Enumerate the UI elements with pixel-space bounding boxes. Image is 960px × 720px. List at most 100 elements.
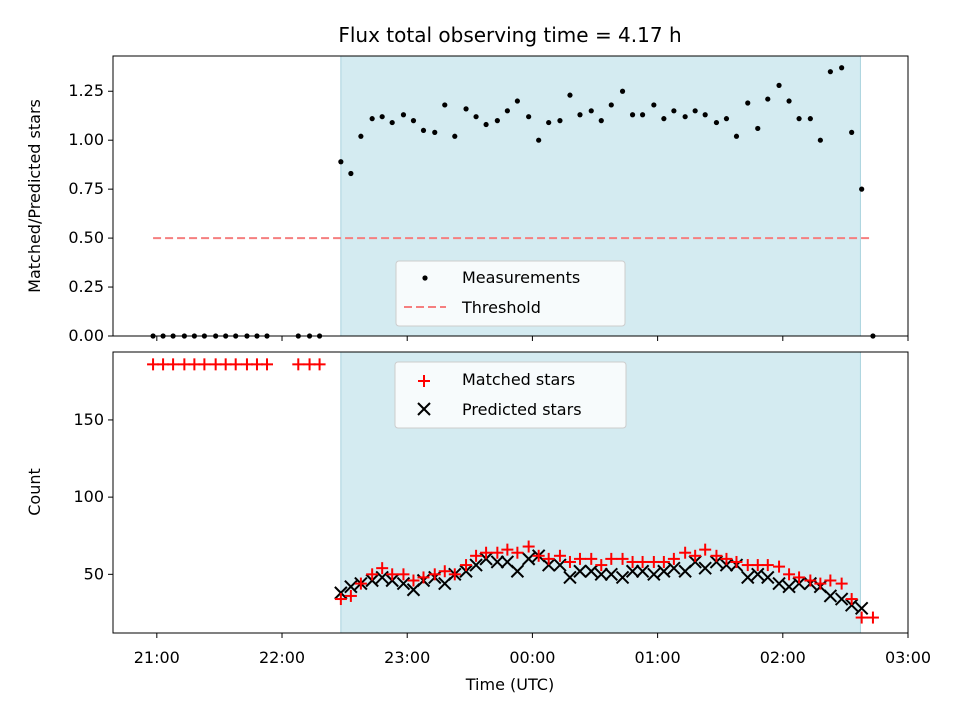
- measurement-point: [682, 114, 688, 120]
- matched-point: [647, 555, 660, 568]
- measurement-point: [776, 82, 782, 88]
- predicted-point: [573, 564, 587, 578]
- predicted-point: [635, 564, 650, 578]
- matched-point: [250, 358, 263, 371]
- ratio-legend-box: [395, 260, 626, 327]
- measurement-point: [692, 108, 698, 114]
- matched-point: [157, 358, 170, 371]
- matched-point: [460, 559, 473, 572]
- matched-point: [773, 560, 786, 573]
- measurement-point: [348, 170, 354, 177]
- measurement-point: [504, 108, 510, 114]
- matched-point: [344, 589, 357, 602]
- matched-point: [260, 358, 273, 371]
- x-tick-label: 21:00: [134, 648, 180, 667]
- matched-point: [229, 358, 242, 371]
- chart-title: Flux total observing time = 4.17 h: [338, 23, 681, 47]
- predicted-point: [823, 589, 838, 603]
- matched-point: [438, 565, 451, 578]
- measurement-point: [400, 112, 407, 118]
- ratio-axes-frame: [112, 55, 909, 337]
- count-plot-area: [147, 358, 879, 624]
- ratio-y-tick-label: 0.00: [68, 326, 104, 345]
- ratio-y-label: Matched/Predicted stars: [25, 99, 44, 293]
- measurement-point: [358, 133, 364, 139]
- predicted-point: [792, 576, 806, 591]
- matched-point: [407, 574, 420, 587]
- predicted-point: [688, 555, 702, 569]
- measurement-point: [514, 98, 520, 104]
- matched-point: [188, 358, 201, 371]
- x-tick-label: 03:00: [885, 648, 931, 667]
- measurement-point: [452, 133, 458, 139]
- matched-point: [751, 559, 764, 572]
- predicted-point: [510, 564, 525, 578]
- matched-point: [219, 358, 232, 371]
- matched-point: [354, 577, 367, 590]
- measurement-point: [567, 92, 573, 98]
- measurement-point: [639, 112, 646, 118]
- predicted-point: [375, 570, 389, 585]
- count-legend-box: [394, 361, 627, 429]
- matched-point: [366, 568, 379, 581]
- matched-point: [292, 358, 305, 371]
- matched-point: [511, 546, 524, 559]
- measurement-point: [755, 125, 761, 132]
- matched-point: [720, 552, 733, 565]
- predicted-point: [365, 573, 379, 588]
- count-x-ticks: 21:00 22:00 23:00 00:00 01:00 02:00 03:00: [134, 633, 931, 667]
- predicted-point: [459, 564, 473, 578]
- measurement-point: [420, 127, 427, 134]
- measurement-point: [432, 129, 438, 135]
- x-tick-label: 23:00: [384, 648, 430, 667]
- matched-point: [240, 358, 253, 371]
- measurement-point: [483, 121, 489, 128]
- measurement-point: [463, 106, 469, 112]
- ratio-x-ticks: [156, 336, 909, 341]
- matched-point: [313, 358, 326, 371]
- matched-point: [595, 559, 608, 572]
- ratio-y-tick-label: 1.00: [68, 130, 104, 149]
- count-y-label: Count: [25, 468, 44, 516]
- matched-point: [679, 546, 692, 559]
- measurement-point: [859, 186, 865, 192]
- count-y-ticks: 50 100 150: [73, 410, 113, 583]
- matched-point: [804, 574, 817, 587]
- predicted-point: [647, 567, 661, 582]
- ratio-y-tick-label: 0.25: [68, 277, 104, 296]
- measurement-point: [807, 116, 813, 122]
- predicted-point: [625, 564, 640, 578]
- predicted-point: [553, 558, 567, 572]
- measurement-point: [473, 114, 479, 120]
- predicted-point: [761, 570, 775, 585]
- matched-point: [376, 562, 389, 575]
- count-axes-frame: [112, 351, 909, 634]
- matched-point: [814, 577, 827, 590]
- matched-point: [209, 358, 222, 371]
- ratio-panel: 0.00 0.25 0.50 0.75 1.00 1.25 Matched/Predict…: [25, 55, 909, 345]
- legend-matched-marker: [418, 375, 430, 387]
- predicted-point: [344, 579, 358, 594]
- legend-threshold-label: Threshold: [461, 298, 541, 317]
- matched-point: [397, 568, 410, 581]
- measurement-point: [786, 98, 792, 104]
- matched-point: [178, 358, 191, 371]
- predicted-point: [782, 579, 796, 594]
- predicted-point: [594, 567, 608, 582]
- predicted-point: [615, 570, 630, 585]
- measurement-point: [745, 100, 751, 106]
- matched-point: [626, 555, 639, 568]
- predicted-point: [490, 555, 505, 569]
- predicted-point: [772, 576, 786, 591]
- x-tick-label: 22:00: [259, 648, 305, 667]
- predicted-point: [584, 564, 598, 578]
- matched-point: [563, 555, 576, 568]
- matched-point: [532, 549, 545, 562]
- predicted-point: [751, 567, 765, 582]
- measurement-point: [494, 118, 500, 124]
- predicted-point: [719, 558, 734, 572]
- measurement-point: [723, 116, 730, 122]
- matched-point: [501, 543, 514, 556]
- x-tick-label: 02:00: [760, 648, 806, 667]
- matched-point: [147, 358, 160, 371]
